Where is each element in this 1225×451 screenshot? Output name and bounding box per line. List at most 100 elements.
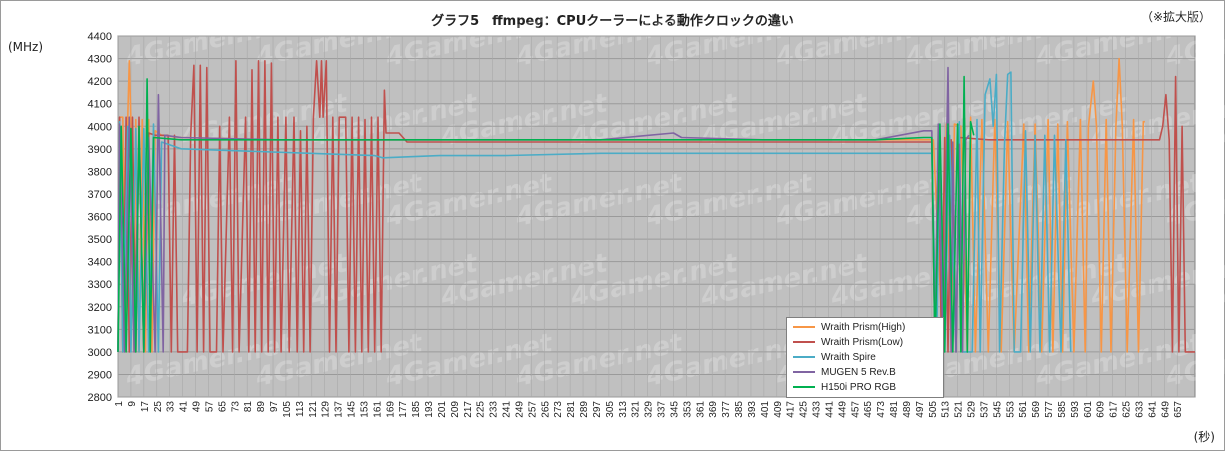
zoom-note: （※拡大版） [1140,10,1211,24]
y-tick-label: 4300 [88,54,112,66]
x-tick-label: 385 [734,401,745,418]
y-tick-label: 3300 [88,279,112,291]
x-tick-label: 265 [540,401,551,418]
x-tick-label: 609 [1096,401,1107,418]
x-tick-label: 281 [566,401,577,418]
x-tick-label: 89 [256,401,267,413]
y-axis: 2800 2900 3000 3100 3200 3300 3400 3500 3600 3700… [88,31,112,404]
x-tick-label: 433 [812,401,823,418]
x-tick-label: 57 [204,401,215,413]
x-tick-label: 177 [398,401,409,418]
x-tick-label: 441 [824,401,835,418]
x-tick-label: 329 [644,401,655,418]
y-tick-label: 3500 [88,234,112,246]
x-tick-label: 585 [1057,401,1068,418]
x-tick-label: 121 [308,401,319,418]
legend-item: Wraith Prism(Low) [793,336,903,350]
x-tick-label: 513 [941,401,952,418]
x-axis-unit: (秒) [1193,430,1215,444]
x-tick-label: 201 [437,401,448,418]
x-tick-label: 257 [527,401,538,418]
x-tick-label: 553 [1005,401,1016,418]
chart-title: グラフ5 ffmpeg：CPUクーラーによる動作クロックの違い [431,14,794,29]
y-axis-unit: (MHz) [8,40,44,54]
legend-item: Wraith Spire [793,351,876,365]
legend-label: Wraith Prism(Low) [821,337,904,348]
legend-label: Wraith Prism(High) [821,322,906,333]
x-tick-label: 217 [463,401,474,418]
y-tick-label: 3200 [88,302,112,314]
x-tick-label: 537 [979,401,990,418]
legend-item: Wraith Prism(High) [793,321,905,335]
legend-swatch [793,386,815,389]
x-tick-label: 25 [153,401,164,413]
x-tick-label: 113 [295,401,306,417]
x-tick-label: 249 [514,401,525,418]
x-tick-label: 449 [837,401,848,418]
y-tick-label: 3000 [88,347,112,359]
x-tick-label: 1 [114,401,125,407]
legend-swatch [793,326,815,329]
x-tick-label: 81 [243,401,254,413]
x-tick-label: 353 [682,401,693,418]
y-tick-label: 4000 [88,121,112,133]
x-tick-label: 153 [359,401,370,418]
x-tick-label: 521 [954,401,965,418]
x-tick-label: 465 [863,401,874,418]
x-tick-label: 185 [411,401,422,418]
x-tick-label: 337 [657,401,668,418]
x-tick-label: 97 [269,401,280,413]
x-tick-label: 473 [876,401,887,418]
x-tick-label: 649 [1160,401,1171,418]
x-tick-label: 577 [1044,401,1055,418]
legend-item: MUGEN 5 Rev.B [793,366,896,380]
legend-swatch [793,356,815,359]
x-tick-label: 305 [605,401,616,418]
x-tick-label: 369 [708,401,719,418]
chart-legend: Wraith Prism(High) Wraith Prism(Low) Wrait… [786,317,944,398]
x-tick-label: 625 [1122,401,1133,418]
legend-swatch [793,341,815,344]
x-tick-label: 377 [721,401,732,418]
x-tick-label: 193 [424,401,435,418]
x-tick-label: 49 [192,401,203,413]
x-tick-label: 417 [786,401,797,418]
y-tick-label: 4100 [88,99,112,111]
x-tick-label: 481 [889,401,900,418]
x-tick-label: 73 [230,401,241,413]
x-tick-label: 225 [476,401,487,418]
y-tick-label: 2800 [88,392,112,404]
x-tick-label: 617 [1109,401,1120,418]
x-tick-label: 129 [321,401,332,418]
y-tick-label: 3600 [88,212,112,224]
x-tick-label: 65 [217,401,228,413]
y-tick-label: 4200 [88,76,112,88]
x-tick-label: 633 [1134,401,1145,418]
x-tick-label: 497 [915,401,926,418]
x-tick-label: 161 [372,401,383,418]
x-tick-label: 169 [385,401,396,418]
y-tick-label: 2900 [88,369,112,381]
x-tick-label: 561 [1018,401,1029,418]
y-tick-label: 3100 [88,324,112,336]
x-tick-label: 425 [799,401,810,418]
x-tick-label: 529 [967,401,978,418]
x-tick-label: 297 [592,401,603,418]
y-tick-label: 3800 [88,166,112,178]
x-tick-label: 345 [669,401,680,418]
x-tick-label: 641 [1147,401,1158,418]
series-line [117,75,975,353]
y-tick-label: 4400 [88,31,112,43]
x-tick-label: 289 [579,401,590,418]
x-tick-label: 145 [347,401,358,418]
x-axis: 1 9 17 25 33 41 49 57 65 73 81 89 97 105 113 121 129 137 1… [114,401,1184,418]
x-tick-label: 137 [334,401,345,418]
x-tick-label: 569 [1031,401,1042,418]
x-tick-label: 17 [140,401,151,413]
x-tick-label: 409 [773,401,784,418]
legend-label: MUGEN 5 Rev.B [821,367,896,378]
y-tick-label: 3400 [88,257,112,269]
x-tick-label: 601 [1083,401,1094,418]
x-tick-label: 545 [992,401,1003,418]
